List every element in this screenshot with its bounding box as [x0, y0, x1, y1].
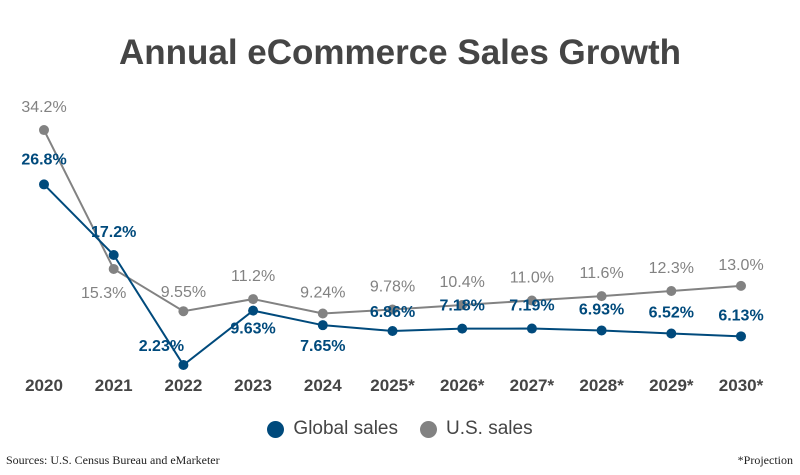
data-label-global: 6.86% — [370, 304, 415, 321]
legend-marker-global — [267, 420, 285, 438]
data-point-us — [108, 263, 119, 274]
data-label-us: 9.55% — [161, 284, 206, 301]
data-label-global: 6.93% — [579, 301, 624, 318]
legend-item-global: Global sales — [267, 418, 398, 440]
x-tick-label: 2020 — [25, 376, 63, 395]
data-label-global: 6.52% — [649, 304, 694, 321]
data-point-global — [178, 360, 189, 371]
chart-title: Annual eCommerce Sales Growth — [118, 33, 682, 72]
data-point-global — [248, 305, 259, 316]
data-label-global: 17.2% — [91, 224, 136, 241]
data-point-us — [39, 125, 49, 136]
data-point-global — [596, 325, 607, 336]
x-tick-label: 2030* — [719, 376, 764, 395]
projection-note: *Projection — [737, 453, 793, 467]
data-label-global: 6.13% — [718, 307, 763, 324]
data-point-global — [457, 323, 468, 334]
data-label-us: 10.4% — [440, 274, 485, 291]
x-tick-label: 2024 — [304, 376, 342, 395]
data-label-us: 34.2% — [21, 99, 66, 116]
x-tick-label: 2023 — [234, 376, 272, 395]
data-label-us: 11.2% — [231, 268, 275, 285]
data-label-us: 15.3% — [81, 285, 126, 302]
data-point-us — [457, 299, 468, 310]
data-point-global — [387, 325, 398, 336]
data-point-global — [526, 323, 537, 334]
data-point-global — [666, 328, 677, 339]
data-label-global: 26.8% — [21, 151, 66, 168]
data-label-global: 9.63% — [230, 321, 275, 338]
x-tick-label: 2027* — [510, 376, 555, 395]
data-label-global: 7.18% — [440, 298, 485, 315]
data-point-us — [317, 308, 328, 319]
source-note: Sources: U.S. Census Bureau and eMarkete… — [6, 453, 220, 467]
data-point-us — [736, 280, 746, 291]
x-tick-label: 2026* — [440, 376, 485, 395]
data-point-global — [108, 249, 119, 260]
data-point-us — [526, 295, 537, 306]
data-label-us: 11.0% — [510, 270, 554, 287]
legend-marker-us — [419, 420, 437, 438]
data-label-us: 9.24% — [300, 284, 345, 301]
legend-item-us: U.S. sales — [419, 418, 533, 440]
x-tick-label: 2028* — [579, 376, 624, 395]
data-point-global — [317, 320, 328, 331]
data-point-us — [387, 304, 398, 315]
x-tick-label: 2029* — [649, 376, 694, 395]
data-point-us — [666, 285, 677, 296]
data-label-global: 7.65% — [300, 338, 345, 355]
x-tick-label: 2021 — [95, 376, 133, 395]
data-label-us: 9.78% — [370, 279, 415, 296]
legend-label-global: Global sales — [293, 418, 398, 439]
data-label-us: 13.0% — [718, 257, 763, 274]
data-point-us — [596, 291, 607, 302]
data-label-global: 2.23% — [139, 338, 184, 355]
x-tick-label: 2022 — [164, 376, 202, 395]
legend-label-us: U.S. sales — [445, 418, 533, 439]
data-label-global: 7.19% — [509, 298, 554, 315]
data-point-global — [39, 179, 49, 190]
data-point-us — [178, 306, 189, 317]
legend: Global sales U.S. sales — [0, 418, 800, 440]
x-tick-label: 2025* — [370, 376, 415, 395]
data-point-us — [248, 294, 259, 305]
data-point-global — [736, 331, 746, 342]
data-label-us: 11.6% — [580, 265, 624, 282]
data-label-us: 12.3% — [649, 260, 694, 277]
